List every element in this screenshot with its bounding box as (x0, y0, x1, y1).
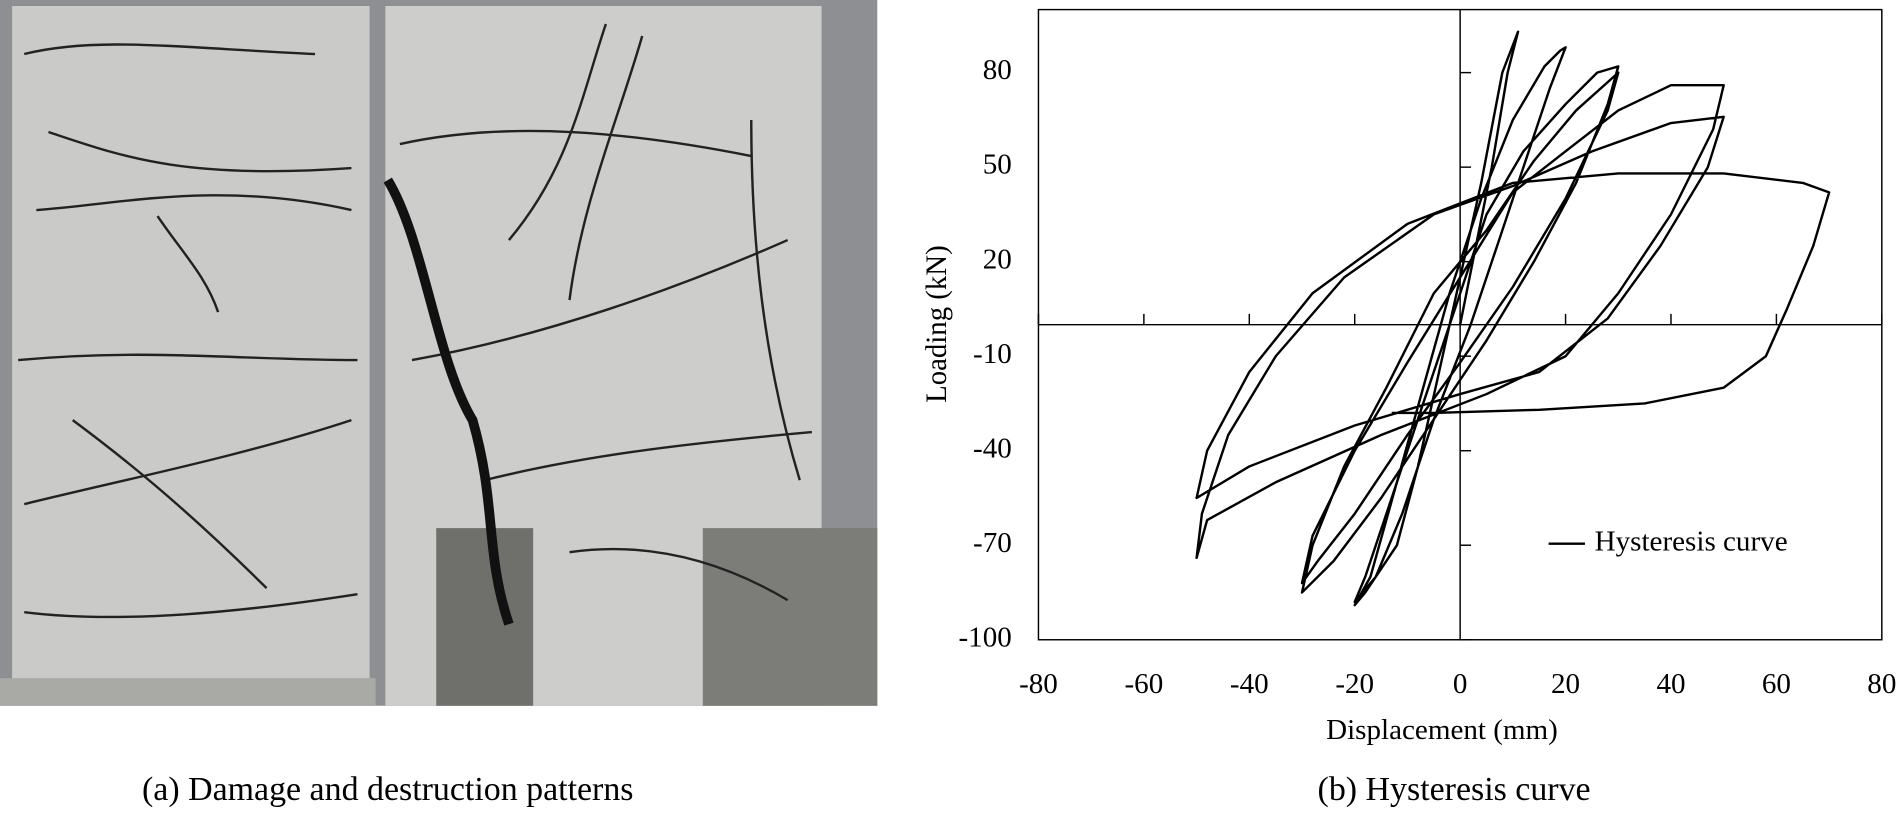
y-tick-label: -70 (973, 527, 1012, 559)
x-tick-label: -40 (1230, 668, 1269, 700)
crack-lines (18, 43, 358, 619)
photo-panel (0, 0, 878, 706)
y-tick-label: -100 (959, 621, 1012, 653)
x-tick-label: 80 (1867, 668, 1896, 700)
x-tick-label: 40 (1656, 668, 1685, 700)
legend-label: Hysteresis curve (1595, 525, 1788, 557)
x-tick-label: -60 (1124, 668, 1163, 700)
x-tick-label: -80 (1019, 668, 1058, 700)
photo-floor (0, 678, 376, 706)
caption: (b) Hysteresis curve (1318, 771, 1591, 808)
x-tick-label: 0 (1453, 668, 1468, 700)
y-tick-label: -40 (973, 432, 1012, 464)
x-tick-label: 20 (1551, 668, 1580, 700)
y-tick-label: 20 (983, 243, 1012, 275)
major-crack (383, 177, 514, 626)
y-tick-label: 80 (983, 54, 1012, 86)
caption: (a) Damage and destruction patterns (142, 771, 634, 808)
rubble (702, 528, 878, 706)
hysteresis-line (1195, 30, 1831, 607)
y-tick-label: -10 (973, 338, 1012, 370)
x-tick-label: 60 (1762, 668, 1791, 700)
x-axis-label: Displacement (mm) (1326, 714, 1558, 746)
crack-lines (399, 23, 812, 602)
y-axis-label: Loading (kN) (921, 245, 953, 403)
rubble (436, 528, 534, 706)
x-tick-label: -20 (1335, 668, 1374, 700)
y-tick-label: 50 (983, 149, 1012, 181)
specimen-photo (12, 6, 370, 685)
